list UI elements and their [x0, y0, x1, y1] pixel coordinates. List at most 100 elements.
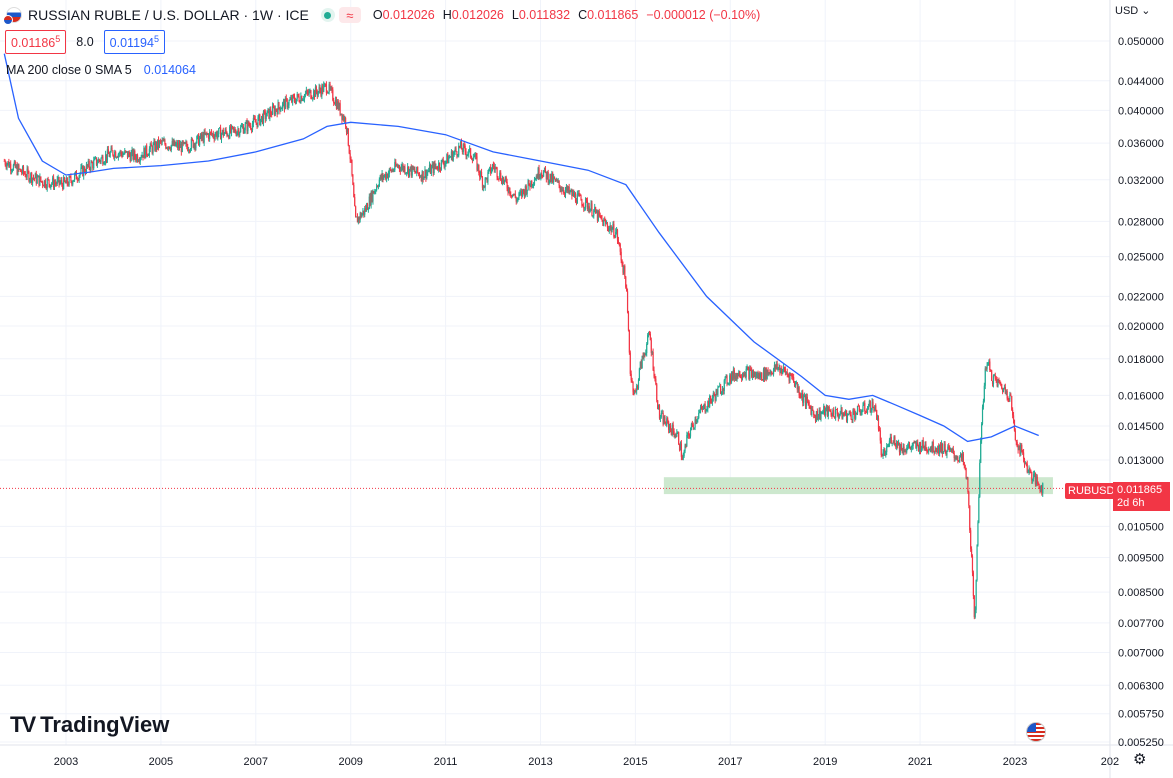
candle-body — [780, 368, 782, 373]
candle-body — [335, 99, 338, 109]
candle-body — [874, 405, 876, 412]
candle-body — [409, 166, 411, 169]
candle-body — [654, 376, 656, 379]
candle-body — [673, 431, 675, 437]
indicator-legend[interactable]: MA 200 close 0 SMA 5 0.014064 — [6, 63, 196, 77]
candle-body — [355, 206, 357, 218]
currency-selector[interactable]: USD ⌄ — [1115, 4, 1151, 18]
candle-body — [656, 384, 658, 401]
candle-body — [647, 333, 650, 336]
last-price-label: 0.011865 — [1117, 484, 1163, 496]
candle-body — [1015, 440, 1017, 443]
candle-body — [722, 389, 724, 391]
candle-body — [880, 440, 882, 455]
candle-body — [193, 143, 195, 148]
us-flag-icon[interactable] — [1026, 722, 1046, 742]
candle-body — [777, 367, 779, 369]
candle-body — [730, 375, 732, 382]
candle-body — [229, 126, 231, 139]
candle-body — [443, 163, 445, 167]
candle-body — [176, 142, 178, 145]
tradingview-logo[interactable]: TV TradingView — [10, 712, 169, 738]
candle-body — [504, 177, 506, 180]
candle-body — [102, 156, 104, 165]
candle-body — [478, 164, 480, 173]
candle-body — [763, 369, 766, 380]
compare-wave-icon[interactable]: ≈ — [338, 7, 361, 23]
candle-body — [607, 227, 609, 231]
candle-body — [74, 171, 77, 175]
candle-body — [339, 103, 341, 115]
buy-button[interactable]: 0.011945 — [103, 30, 165, 55]
candle-body — [199, 133, 202, 139]
candle-body — [351, 159, 353, 175]
candle-body — [522, 189, 525, 191]
low-value: 0.011832 — [518, 8, 571, 22]
candle-body — [524, 186, 526, 196]
candle-body — [227, 135, 229, 137]
candle-body — [1012, 415, 1015, 420]
candle-body — [308, 91, 310, 95]
candle-body — [679, 443, 682, 451]
candle-body — [171, 141, 173, 145]
candle-body — [178, 143, 180, 149]
candle-body — [876, 418, 879, 420]
candle-body — [892, 442, 894, 444]
candle-body — [739, 371, 741, 378]
candle-body — [617, 240, 620, 243]
candle-body — [795, 382, 797, 384]
sell-button[interactable]: 0.011865 — [5, 30, 67, 55]
gear-icon[interactable]: ⚙ — [1133, 751, 1147, 768]
candle-body — [479, 172, 481, 178]
candle-body — [786, 372, 788, 375]
candle-body — [79, 173, 81, 176]
candle-body — [916, 442, 918, 449]
candle-body — [198, 134, 200, 146]
candle-body — [307, 92, 309, 95]
candle-body — [691, 423, 693, 425]
candle-body — [584, 207, 586, 209]
candle-body — [917, 442, 919, 446]
candle-body — [344, 117, 347, 127]
candle-body — [220, 133, 223, 140]
candle-body — [320, 90, 322, 96]
candle-body — [758, 373, 760, 379]
candle-body — [293, 96, 296, 102]
candle-body — [197, 134, 199, 137]
candle-body — [538, 168, 540, 178]
candle-body — [426, 172, 428, 179]
candle-body — [219, 127, 221, 129]
candle-body — [1020, 444, 1022, 455]
candle-body — [377, 186, 380, 188]
candle-body — [816, 411, 818, 420]
candle-body — [945, 451, 947, 456]
market-status-icon[interactable] — [320, 8, 335, 22]
candle-body — [275, 108, 277, 111]
candle-body — [439, 168, 442, 170]
candle-body — [332, 89, 334, 101]
candle-body — [157, 139, 160, 147]
candle-body — [749, 368, 751, 379]
candle-body — [234, 129, 236, 133]
candle-body — [164, 140, 166, 145]
candle-body — [438, 163, 440, 170]
candle-body — [243, 130, 245, 134]
candle-body — [115, 156, 118, 158]
candle-body — [395, 161, 397, 167]
candle-body — [400, 167, 402, 172]
candle-body — [210, 132, 213, 135]
candle-body — [289, 99, 291, 101]
candle-body — [416, 166, 418, 174]
candle-body — [1034, 473, 1037, 485]
candle-body — [627, 312, 630, 331]
candle-body — [32, 177, 35, 179]
candle-body — [140, 157, 142, 159]
candle-body — [11, 170, 14, 172]
candle-body — [704, 404, 706, 412]
change-value: −0.000012 (−0.10%) — [646, 8, 761, 22]
candle-body — [760, 372, 762, 378]
symbol-title[interactable]: RUSSIAN RUBLE / U.S. DOLLAR · 1W · ICE — [28, 7, 309, 23]
candle-body — [669, 425, 672, 430]
candle-body — [423, 176, 425, 180]
